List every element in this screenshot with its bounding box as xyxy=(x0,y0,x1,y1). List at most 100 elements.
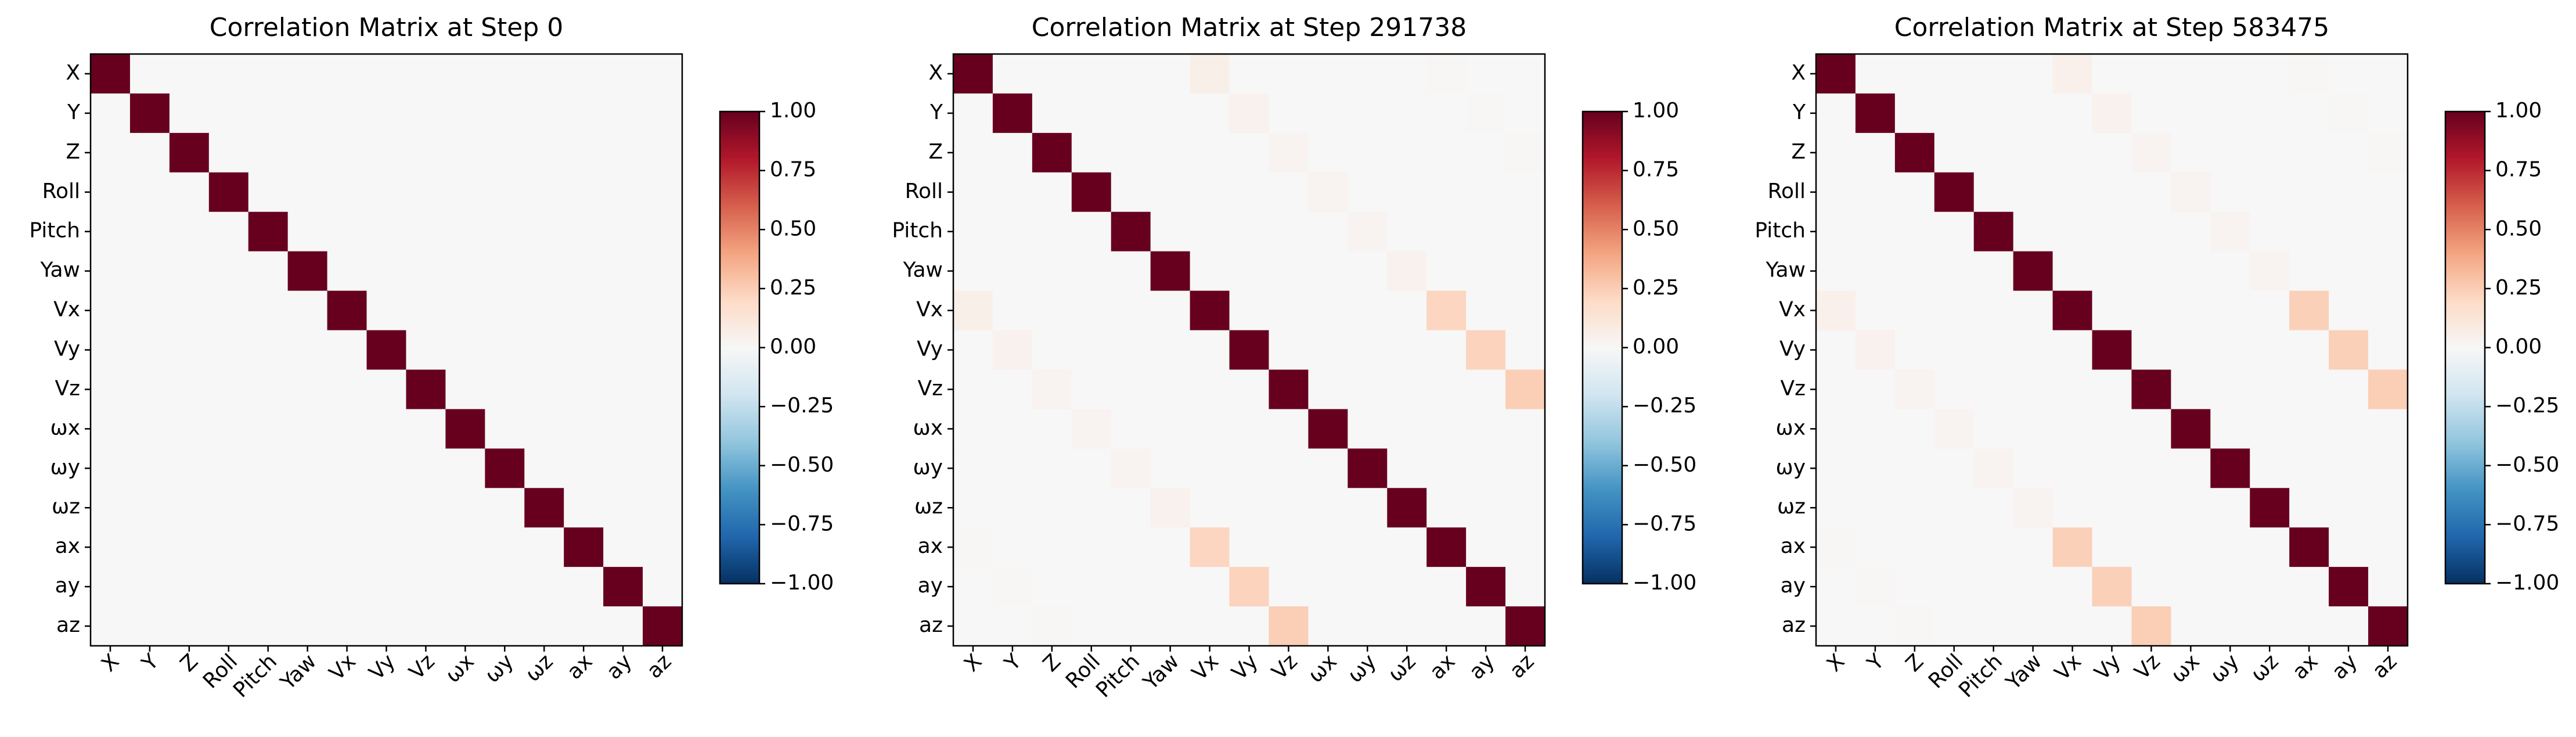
heatmap-cell xyxy=(1190,93,1230,134)
colorbar-swatch xyxy=(1583,333,1622,336)
colorbar-swatch xyxy=(1583,553,1622,556)
heatmap-cell xyxy=(1387,330,1427,370)
colorbar-swatch xyxy=(720,161,759,164)
heatmap-cell xyxy=(129,409,170,449)
x-tick-label: Vz xyxy=(1267,649,1302,684)
colorbar-swatch xyxy=(2445,166,2485,169)
heatmap-cell xyxy=(2329,567,2369,607)
heatmap-cell xyxy=(406,369,446,409)
heatmap-cell xyxy=(327,488,368,528)
heatmap-cell xyxy=(1387,172,1427,213)
colorbar-swatch xyxy=(1583,560,1622,563)
heatmap-cell xyxy=(2250,93,2290,134)
colorbar-swatch xyxy=(720,146,759,150)
colorbar-swatch xyxy=(2445,137,2485,141)
heatmap-cell xyxy=(1150,409,1191,449)
heatmap-cell xyxy=(1229,527,1269,567)
heatmap-cell xyxy=(1150,290,1191,331)
colorbar-swatch xyxy=(2445,503,2485,506)
colorbar-swatch xyxy=(720,317,759,320)
colorbar-swatch xyxy=(1583,480,1622,483)
colorbar-swatch xyxy=(1583,513,1622,516)
colorbar-swatch xyxy=(1583,366,1622,369)
heatmap-cell xyxy=(992,567,1033,607)
heatmap-cell xyxy=(2210,54,2250,94)
heatmap-cell xyxy=(1816,54,1856,94)
colorbar-swatch xyxy=(2445,194,2485,197)
heatmap-cell xyxy=(992,251,1033,292)
heatmap-cell xyxy=(208,251,249,292)
colorbar-swatch xyxy=(2445,185,2485,188)
colorbar-swatch xyxy=(1583,527,1622,530)
heatmap-cell xyxy=(992,290,1033,331)
heatmap-cell xyxy=(208,211,249,252)
heatmap-cell xyxy=(1150,527,1191,567)
heatmap-panel: Correlation Matrix at Step 0XYZRollPitch… xyxy=(29,13,834,702)
heatmap-cell xyxy=(1894,132,1935,173)
x-tick-label: ax xyxy=(563,649,597,684)
colorbar-swatch xyxy=(2445,425,2485,429)
heatmap-cell xyxy=(129,93,170,134)
y-tick-label: az xyxy=(919,613,943,637)
x-tick-label: Y xyxy=(1862,649,1889,676)
colorbar-swatch xyxy=(720,416,759,419)
colorbar-swatch xyxy=(720,314,759,318)
heatmap-cell xyxy=(248,93,289,134)
heatmap-cell xyxy=(1071,93,1112,134)
heatmap-cell xyxy=(287,211,328,252)
colorbar-swatch xyxy=(720,229,759,232)
colorbar-swatch xyxy=(1583,154,1622,157)
colorbar-tick-label: −0.75 xyxy=(2495,512,2559,535)
heatmap-cell xyxy=(2368,251,2408,292)
colorbar-swatch xyxy=(2445,146,2485,150)
colorbar-swatch xyxy=(2445,456,2485,459)
colorbar-swatch xyxy=(1583,206,1622,209)
heatmap-cell xyxy=(1032,488,1072,528)
colorbar-swatch xyxy=(1583,551,1622,553)
heatmap-cell xyxy=(485,290,525,331)
heatmap-cell xyxy=(1505,409,1545,449)
heatmap-cell xyxy=(953,93,993,134)
heatmap-cell xyxy=(2329,488,2369,528)
colorbar-swatch xyxy=(1583,234,1622,238)
colorbar-swatch xyxy=(2445,215,2485,218)
heatmap-cell xyxy=(366,369,406,409)
heatmap-cell xyxy=(2210,567,2250,607)
heatmap-cell xyxy=(91,54,131,94)
colorbar-swatch xyxy=(1583,260,1622,263)
colorbar-swatch xyxy=(1583,161,1622,164)
x-tick-label: ωz xyxy=(1384,649,1421,686)
heatmap-cell xyxy=(2092,448,2132,488)
y-tick-label: az xyxy=(1782,613,1806,637)
colorbar-swatch xyxy=(720,411,759,414)
y-tick-label: Roll xyxy=(905,179,943,203)
heatmap-cell xyxy=(169,251,210,292)
heatmap-cell xyxy=(1348,172,1388,213)
colorbar-swatch xyxy=(720,387,759,391)
heatmap-cell xyxy=(1150,488,1191,528)
heatmap-cell xyxy=(2289,251,2329,292)
colorbar-swatch xyxy=(1583,510,1622,513)
colorbar-swatch xyxy=(2445,576,2485,580)
colorbar-swatch xyxy=(2445,250,2485,254)
heatmap-cell xyxy=(1111,409,1151,449)
heatmap-cell xyxy=(445,93,485,134)
heatmap-cell xyxy=(1111,251,1151,292)
heatmap-cell xyxy=(2171,290,2211,331)
heatmap-cell xyxy=(169,172,210,213)
colorbar-swatch xyxy=(1583,430,1622,433)
heatmap-cell xyxy=(643,527,683,567)
heatmap-cell xyxy=(953,172,993,213)
colorbar-swatch xyxy=(2445,175,2485,178)
heatmap-cell xyxy=(2210,330,2250,370)
colorbar-swatch xyxy=(1583,437,1622,440)
heatmap-cell xyxy=(603,448,643,488)
colorbar-swatch xyxy=(720,177,759,181)
y-tick-label: Yaw xyxy=(39,258,80,282)
heatmap-cell xyxy=(1032,409,1072,449)
colorbar-swatch xyxy=(2445,451,2485,455)
colorbar-swatch xyxy=(720,210,759,214)
heatmap-cell xyxy=(1505,567,1545,607)
heatmap-cell xyxy=(603,93,643,134)
heatmap-cell xyxy=(2052,93,2093,134)
